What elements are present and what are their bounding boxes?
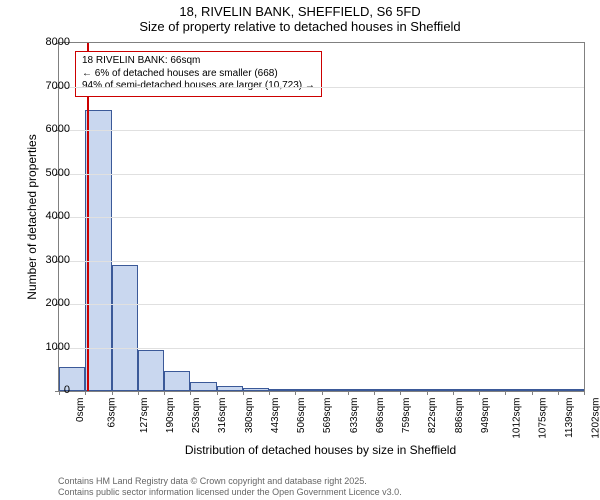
xtick-label: 633sqm [349,398,360,434]
title-block: 18, RIVELIN BANK, SHEFFIELD, S6 5FD Size… [0,0,600,34]
xtick-mark [243,391,244,395]
histogram-bar [85,110,111,391]
xtick-mark [479,391,480,395]
xtick-mark [138,391,139,395]
xtick-label: 822sqm [427,398,438,434]
histogram-bar [505,389,531,391]
xtick-mark [558,391,559,395]
xtick-label: 886sqm [454,398,465,434]
footer-line-1: Contains HM Land Registry data © Crown c… [58,476,402,487]
histogram-bar [295,389,321,391]
gridline [59,130,584,131]
xtick-label: 1202sqm [590,398,600,439]
xtick-label: 1139sqm [563,398,574,438]
xtick-mark [269,391,270,395]
footer-attribution: Contains HM Land Registry data © Crown c… [58,476,402,498]
x-axis-label: Distribution of detached houses by size … [58,443,583,457]
histogram-bar [138,350,164,391]
histogram-bar [427,389,453,391]
gridline [59,217,584,218]
ytick-label: 5000 [30,167,70,179]
xtick-label: 127sqm [139,398,150,434]
histogram-bar [558,389,584,391]
histogram-bar [322,389,348,391]
xtick-mark [322,391,323,395]
plot-area: 18 RIVELIN BANK: 66sqm ← 6% of detached … [58,42,585,392]
gridline [59,261,584,262]
ytick-label: 4000 [30,210,70,222]
histogram-bar [269,389,295,391]
xtick-label: 569sqm [322,398,333,434]
xtick-label: 696sqm [375,398,386,434]
xtick-label: 1075sqm [538,398,549,439]
xtick-mark [453,391,454,395]
histogram-bar [348,389,374,391]
histogram-bar [243,388,269,391]
xtick-label: 1012sqm [512,398,523,439]
info-line-2: ← 6% of detached houses are smaller (668… [82,68,315,81]
ytick-label: 7000 [30,80,70,92]
info-line-1: 18 RIVELIN BANK: 66sqm [82,55,315,68]
info-box: 18 RIVELIN BANK: 66sqm ← 6% of detached … [75,51,322,97]
xtick-label: 949sqm [480,398,491,434]
xtick-mark [112,391,113,395]
chart-container: 18, RIVELIN BANK, SHEFFIELD, S6 5FD Size… [0,0,600,500]
xtick-label: 253sqm [191,398,202,434]
xtick-mark [217,391,218,395]
histogram-bar [479,389,505,391]
xtick-label: 759sqm [401,398,412,434]
ytick-label: 1000 [30,341,70,353]
histogram-bar [190,382,216,391]
footer-line-2: Contains public sector information licen… [58,487,402,498]
xtick-label: 63sqm [107,398,118,428]
histogram-bar [532,389,558,391]
xtick-mark [190,391,191,395]
ytick-label: 3000 [30,254,70,266]
xtick-mark [348,391,349,395]
xtick-label: 506sqm [296,398,307,434]
ytick-label: 0 [30,384,70,396]
histogram-bar [217,386,243,391]
gridline [59,348,584,349]
xtick-label: 443sqm [270,398,281,434]
ytick-label: 6000 [30,123,70,135]
xtick-mark [85,391,86,395]
xtick-mark [295,391,296,395]
xtick-mark [584,391,585,395]
ytick-label: 2000 [30,297,70,309]
xtick-label: 0sqm [75,398,86,422]
xtick-label: 316sqm [217,398,228,434]
histogram-bar [453,389,479,391]
xtick-label: 380sqm [244,398,255,434]
xtick-mark [532,391,533,395]
gridline [59,304,584,305]
histogram-bar [164,371,190,391]
xtick-mark [505,391,506,395]
histogram-bar [400,389,426,391]
title-line-1: 18, RIVELIN BANK, SHEFFIELD, S6 5FD [0,4,600,19]
xtick-mark [427,391,428,395]
gridline [59,174,584,175]
gridline [59,87,584,88]
histogram-bar [374,389,400,391]
xtick-mark [164,391,165,395]
title-line-2: Size of property relative to detached ho… [0,19,600,34]
xtick-label: 190sqm [165,398,176,434]
histogram-bar [112,265,138,391]
ytick-label: 8000 [30,36,70,48]
xtick-mark [374,391,375,395]
xtick-mark [400,391,401,395]
